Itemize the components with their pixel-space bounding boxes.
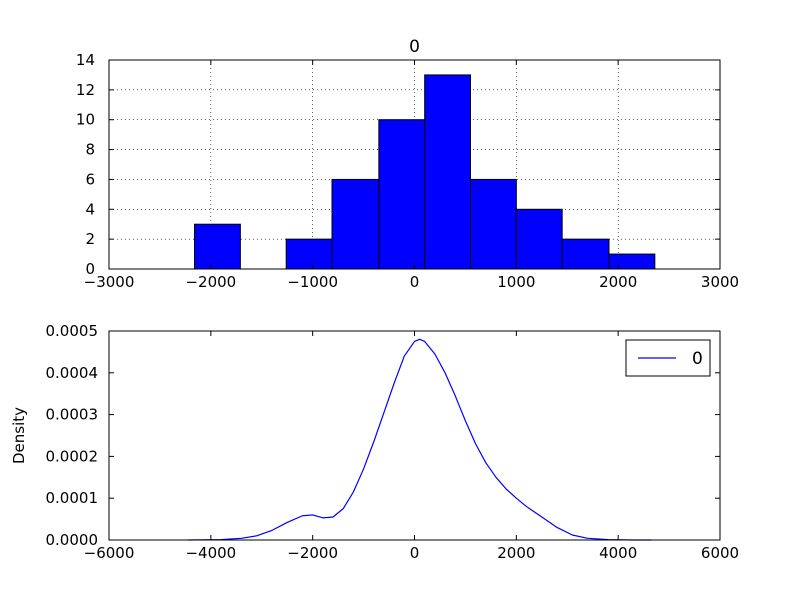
histogram-x-tick-label: 2000 — [599, 273, 637, 291]
density-series-line — [187, 338, 652, 541]
density-y-tick-label: 0.0005 — [46, 322, 99, 340]
histogram-bar — [331, 178, 380, 270]
density-x-tick-labels: −6000 −4000 −2000 0 2000 4000 6000 — [84, 544, 739, 562]
density-y-tick-label: 0.0001 — [46, 489, 99, 507]
density-legend: 0 — [625, 339, 711, 377]
histogram-ticks — [108, 59, 721, 270]
histogram-bar — [285, 238, 333, 270]
histogram-y-tick-label: 0 — [85, 260, 95, 278]
density-y-axis-label: Density — [10, 407, 28, 464]
histogram-bar — [378, 119, 426, 270]
histogram-bar — [608, 253, 656, 270]
histogram-y-tick-label: 10 — [76, 111, 95, 129]
density-y-tick-label: 0.0002 — [46, 447, 99, 465]
density-y-tick-label: 0.0003 — [46, 406, 99, 424]
histogram-bar — [424, 74, 472, 270]
histogram-bar — [561, 238, 610, 270]
histogram-y-tick-labels: 0 2 4 6 8 10 12 14 — [76, 51, 95, 278]
histogram-y-tick-label: 6 — [85, 170, 95, 188]
density-x-tick-label: −2000 — [287, 544, 338, 562]
histogram-x-tick-label: 3000 — [701, 273, 739, 291]
histogram-panel: −3000 −2000 −1000 0 1000 2000 3000 0 2 4 6 8 10 12 14… — [76, 37, 739, 291]
density-y-tick-label: 0.0000 — [46, 531, 99, 549]
density-y-tick-label: 0.0004 — [46, 364, 99, 382]
histogram-x-tick-label: −1000 — [287, 273, 338, 291]
legend-entry-label: 0 — [692, 349, 703, 369]
histogram-x-tick-labels: −3000 −2000 −1000 0 1000 2000 3000 — [84, 273, 739, 291]
histogram-bar — [515, 208, 563, 270]
density-ticks — [108, 330, 721, 541]
histogram-title: 0 — [409, 37, 420, 57]
histogram-y-tick-label: 8 — [85, 141, 95, 159]
histogram-y-tick-label: 14 — [76, 51, 95, 69]
density-x-tick-label: 6000 — [701, 544, 739, 562]
histogram-bar — [194, 223, 241, 270]
density-y-tick-labels: 0.0000 0.0001 0.0002 0.0003 0.0004 0.0005 — [46, 322, 99, 549]
histogram-bars — [194, 74, 656, 270]
density-x-tick-label: 2000 — [497, 544, 535, 562]
density-x-tick-label: 4000 — [599, 544, 637, 562]
histogram-y-tick-label: 2 — [85, 230, 95, 248]
density-x-tick-label: 0 — [410, 544, 420, 562]
histogram-y-tick-label: 12 — [76, 81, 95, 99]
density-panel: −6000 −4000 −2000 0 2000 4000 6000 0.00000.000… — [10, 322, 739, 562]
histogram-y-tick-label: 4 — [85, 200, 95, 218]
density-x-tick-label: −6000 — [84, 544, 135, 562]
density-x-tick-label: −4000 — [185, 544, 236, 562]
histogram-x-tick-label: 1000 — [497, 273, 535, 291]
histogram-x-tick-label: −3000 — [84, 273, 135, 291]
histogram-x-tick-label: −2000 — [185, 273, 236, 291]
histogram-bar — [470, 178, 517, 270]
histogram-x-tick-label: 0 — [410, 273, 420, 291]
